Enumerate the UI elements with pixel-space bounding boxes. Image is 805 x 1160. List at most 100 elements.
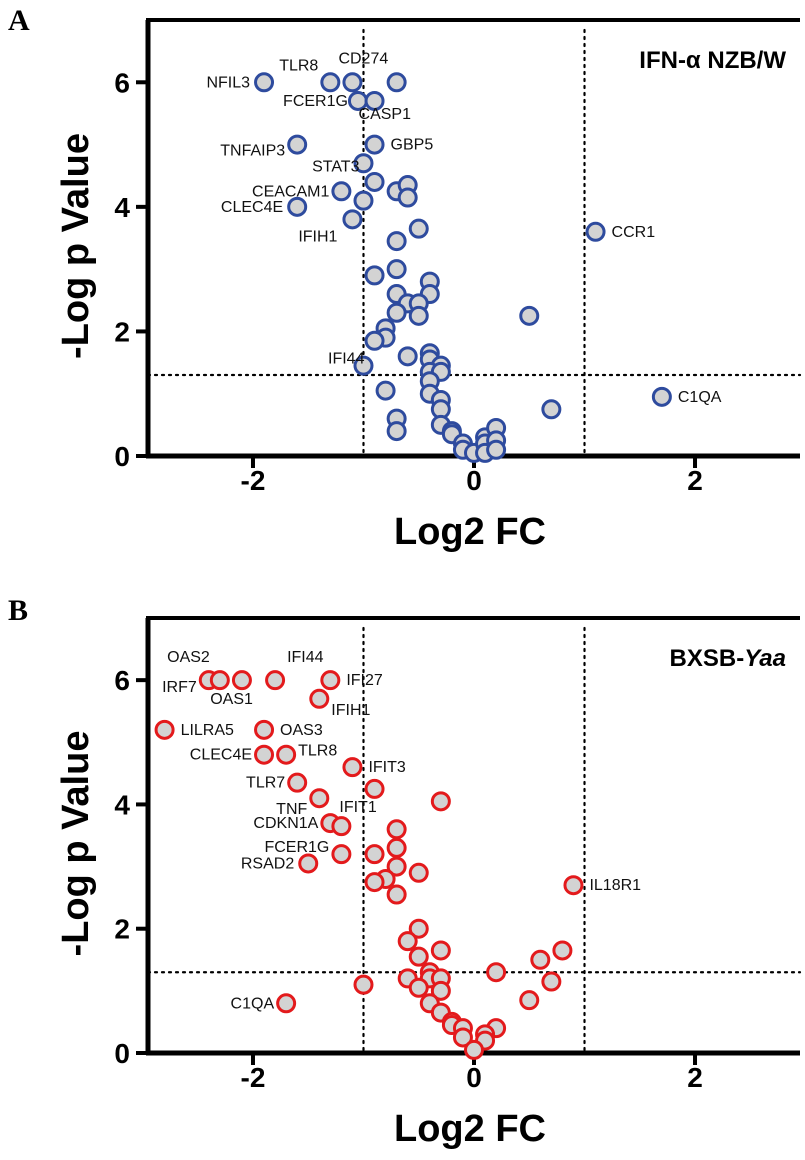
x-tick-label: -2 xyxy=(241,465,266,496)
x-tick-label: -2 xyxy=(241,1062,266,1093)
data-point xyxy=(386,302,407,323)
data-point xyxy=(386,884,407,905)
data-point xyxy=(408,977,429,998)
data-point xyxy=(254,719,275,740)
data-point-label: IFI44 xyxy=(287,649,324,666)
data-point xyxy=(552,940,573,961)
y-tick-label: 0 xyxy=(114,1038,130,1069)
data-point xyxy=(364,171,385,192)
data-point-label: C1QA xyxy=(678,389,722,406)
data-point xyxy=(397,931,418,952)
data-point-label: CASP1 xyxy=(359,106,412,123)
data-point xyxy=(430,791,451,812)
data-point xyxy=(320,670,341,691)
data-point xyxy=(397,346,418,367)
data-point xyxy=(386,72,407,93)
data-point xyxy=(408,946,429,967)
data-point xyxy=(331,816,352,837)
data-point-label: GBP5 xyxy=(391,137,434,154)
data-point xyxy=(386,837,407,858)
y-tick-label: 4 xyxy=(114,192,130,223)
y-tick-label: 6 xyxy=(114,67,130,98)
data-point xyxy=(287,196,308,217)
data-point xyxy=(342,72,363,93)
data-point xyxy=(397,187,418,208)
data-point-label: CCR1 xyxy=(612,224,656,241)
data-point xyxy=(486,962,507,983)
y-tick-label: 2 xyxy=(114,316,130,347)
data-point xyxy=(541,971,562,992)
data-point xyxy=(154,719,175,740)
data-point-label: OAS3 xyxy=(280,722,323,739)
data-point xyxy=(408,862,429,883)
data-point xyxy=(364,90,385,111)
data-point xyxy=(408,305,429,326)
panel-a: A 0 2 4 6 -2 0 2 Log2 FC -Log p Value IFN-α NZB/W… xyxy=(8,4,802,553)
data-point xyxy=(364,134,385,155)
data-point-label: OAS1 xyxy=(210,691,253,708)
data-point-label: TLR7 xyxy=(246,775,285,792)
data-point-label: C1QA xyxy=(231,995,275,1012)
data-point xyxy=(331,181,352,202)
data-point xyxy=(364,872,385,893)
data-point xyxy=(464,1039,484,1060)
y-axis-title: -Log p Value xyxy=(55,731,97,957)
y-tick-label: 0 xyxy=(114,441,130,472)
data-point-label: IRF7 xyxy=(162,679,197,696)
data-point xyxy=(364,778,385,799)
data-point xyxy=(651,386,672,407)
chart-title-part: Yaa xyxy=(744,645,786,672)
data-point xyxy=(386,856,407,877)
data-point xyxy=(519,305,540,326)
y-axis-title: -Log p Value xyxy=(55,133,97,359)
data-point xyxy=(353,190,374,211)
data-point xyxy=(254,744,275,765)
data-point xyxy=(386,259,407,280)
data-point xyxy=(519,990,540,1011)
data-point-label: IFI27 xyxy=(346,672,383,689)
panel-a-letter: A xyxy=(8,4,30,37)
data-point-label: TLR8 xyxy=(298,743,337,760)
data-point xyxy=(386,819,407,840)
data-point xyxy=(563,875,584,896)
y-tick-label: 6 xyxy=(114,665,130,696)
x-tick-label: 0 xyxy=(466,465,482,496)
data-point-label: CEACAM1 xyxy=(252,183,329,200)
data-point xyxy=(209,670,230,691)
data-point-label: CD274 xyxy=(338,50,388,67)
data-point xyxy=(309,688,330,709)
data-point xyxy=(430,940,451,961)
data-point xyxy=(530,949,551,970)
data-point-label: RSAD2 xyxy=(241,855,294,872)
data-point xyxy=(364,330,385,351)
data-point xyxy=(342,209,363,230)
data-point-label: IFIT3 xyxy=(368,759,405,776)
y-tick-label: 2 xyxy=(114,914,130,945)
chart-title-part: BXSB- xyxy=(670,645,745,672)
data-point-label: TNF xyxy=(276,801,307,818)
data-point xyxy=(298,853,319,874)
x-axis-title: Log2 FC xyxy=(394,511,546,553)
data-point xyxy=(231,670,252,691)
data-point-label: TNFAIP3 xyxy=(220,143,285,160)
data-point xyxy=(287,772,308,793)
x-tick-label: 2 xyxy=(687,465,703,496)
x-axis-title: Log2 FC xyxy=(394,1108,546,1150)
data-point xyxy=(287,134,308,155)
data-point-label: TLR8 xyxy=(279,57,318,74)
data-point-label: LILRA5 xyxy=(181,722,234,739)
data-point xyxy=(276,993,297,1014)
data-point xyxy=(265,670,286,691)
data-point-label: IFIH1 xyxy=(298,228,337,245)
data-point-label: CLEC4E xyxy=(221,199,283,216)
y-tick-label: 4 xyxy=(114,789,130,820)
data-point xyxy=(408,218,429,239)
data-point xyxy=(364,265,385,286)
data-point xyxy=(353,974,374,995)
volcano-plot-a: 0 2 4 6 -2 0 2 Log2 FC -Log p Value IFN-α NZB/W NF… xyxy=(55,18,802,553)
data-point xyxy=(342,757,363,778)
data-point-label: IFI44 xyxy=(328,351,365,368)
data-point-label: CDKN1A xyxy=(253,815,318,832)
data-point-label: IFIH1 xyxy=(331,702,370,719)
